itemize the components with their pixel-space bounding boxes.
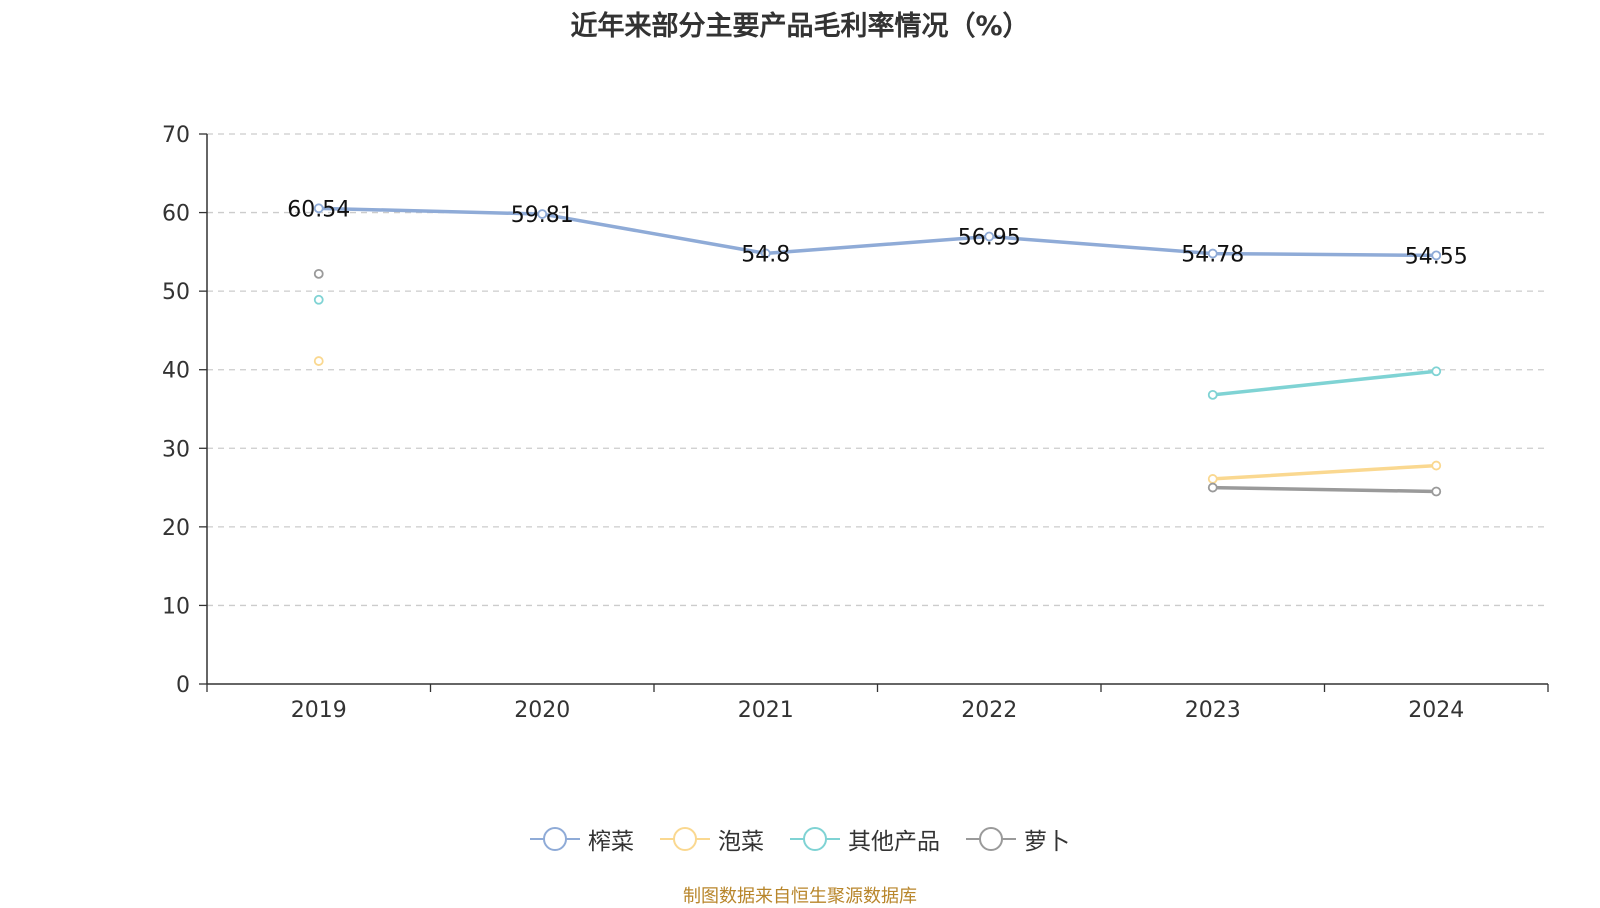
legend: 榨菜 泡菜 其他产品 萝卜 [0, 822, 1600, 856]
data-point-2 [1207, 389, 1218, 400]
x-tick-label: 2019 [291, 698, 347, 723]
chart-title: 近年来部分主要产品毛利率情况（%） [570, 11, 1030, 42]
data-point-0 [760, 248, 771, 259]
data-point-1 [1431, 460, 1442, 471]
legend-marker-icon [790, 827, 840, 851]
legend-marker-icon [530, 827, 580, 851]
data-label: 54.55 [1405, 244, 1468, 269]
data-label: 54.8 [741, 242, 790, 267]
y-tick-label: 60 [162, 202, 190, 227]
series-line-0 [317, 206, 1438, 258]
x-tick-label: 2024 [1408, 698, 1464, 723]
data-point-1 [1207, 474, 1218, 484]
x-tick-label: 2023 [1185, 698, 1241, 723]
data-point-0 [313, 203, 324, 214]
data-label: 60.54 [287, 197, 350, 222]
data-point-1 [313, 356, 324, 366]
series-line-1 [1211, 463, 1438, 481]
legend-label: 萝卜 [1024, 829, 1070, 855]
legend-label: 其他产品 [848, 829, 940, 855]
gridlines [207, 133, 1548, 607]
y-tick-label: 30 [162, 437, 190, 462]
data-label: 56.95 [958, 226, 1021, 251]
data-point-2 [1431, 366, 1442, 377]
data-point-3 [1207, 482, 1218, 493]
legend-item[interactable]: 其他产品 [790, 822, 940, 856]
data-point-3 [1431, 486, 1442, 497]
data-point-0 [984, 231, 995, 242]
legend-item[interactable]: 萝卜 [966, 822, 1070, 856]
legend-marker-icon [966, 827, 1016, 851]
data-point-3 [313, 268, 324, 279]
y-tick-label: 70 [162, 123, 190, 148]
data-point-2 [313, 294, 324, 305]
x-tick-label: 2022 [961, 698, 1017, 723]
y-tick-label: 40 [162, 359, 190, 384]
y-tick-label: 0 [176, 673, 190, 698]
y-tick-label: 10 [162, 594, 190, 619]
y-tick-label: 50 [162, 280, 190, 305]
legend-marker-icon [660, 827, 710, 851]
x-tick-label: 2020 [514, 698, 570, 723]
legend-item[interactable]: 泡菜 [660, 822, 764, 856]
legend-label: 榨菜 [588, 829, 634, 855]
data-point-0 [1431, 250, 1442, 261]
data-point-0 [537, 209, 548, 219]
y-tick-label: 20 [162, 516, 190, 541]
legend-item[interactable]: 榨菜 [530, 822, 634, 856]
data-label: 54.78 [1181, 243, 1244, 268]
legend-label: 泡菜 [718, 829, 764, 855]
axes [199, 133, 1549, 692]
tick-labels: 0 10 20 30 40 50 60 70 2019 2020 2021 2022 2023 2024 [162, 123, 1464, 723]
series-line-3 [1211, 485, 1438, 494]
x-tick-label: 2021 [738, 698, 794, 723]
source-note: 制图数据来自恒生聚源数据库 [683, 886, 917, 907]
data-label: 59.81 [511, 203, 574, 228]
data-point-0 [1207, 248, 1218, 259]
series-line-2 [1211, 369, 1438, 397]
series-lines [313, 203, 1442, 497]
data-labels: 60.54 59.81 54.8 56.95 54.78 54.55 [287, 197, 1467, 269]
